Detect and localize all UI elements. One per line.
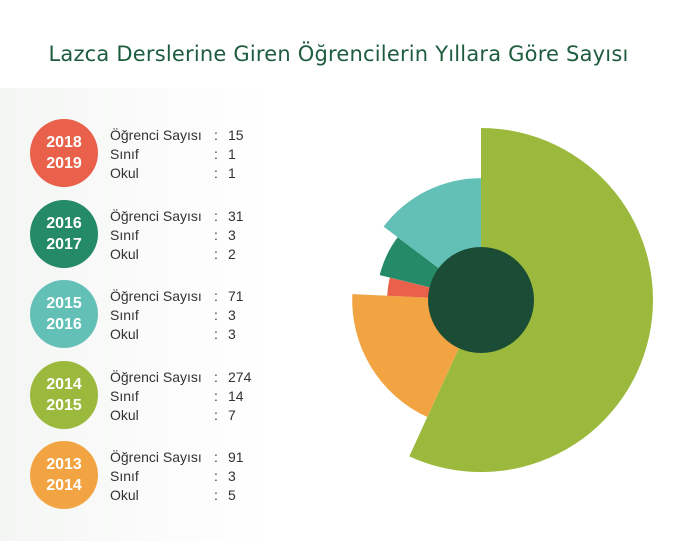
colon: : [214, 388, 218, 404]
year-start: 2016 [46, 215, 82, 232]
colon: : [214, 369, 218, 385]
schools-label: Okul [110, 487, 139, 503]
students-row: Öğrenci Sayısı:91 [110, 448, 280, 467]
colon: : [214, 146, 218, 162]
students-label: Öğrenci Sayısı [110, 127, 202, 143]
legend-item-2015-2016: 2015 2016 Öğrenci Sayısı:71 Sınıf:3 Okul… [30, 280, 290, 348]
classes-label: Sınıf [110, 146, 139, 162]
legend-item-2013-2014: 2013 2014 Öğrenci Sayısı:91 Sınıf:3 Okul… [30, 441, 290, 509]
year-end: 2016 [46, 316, 82, 333]
colon: : [214, 227, 218, 243]
classes-label: Sınıf [110, 227, 139, 243]
colon: : [214, 407, 218, 423]
students-value: 31 [228, 208, 244, 224]
students-row: Öğrenci Sayısı:71 [110, 287, 280, 306]
classes-value: 14 [228, 388, 244, 404]
students-label: Öğrenci Sayısı [110, 369, 202, 385]
classes-row: Sınıf:3 [110, 467, 280, 486]
year-badge: 2015 2016 [30, 280, 98, 348]
students-label: Öğrenci Sayısı [110, 208, 202, 224]
students-label: Öğrenci Sayısı [110, 288, 202, 304]
students-value: 91 [228, 449, 244, 465]
chart-title: Lazca Derslerine Giren Öğrencilerin Yıll… [48, 42, 629, 66]
year-end: 2014 [46, 477, 82, 494]
schools-label: Okul [110, 326, 139, 342]
students-value: 274 [228, 369, 252, 385]
students-value: 15 [228, 127, 244, 143]
year-end: 2019 [46, 155, 82, 172]
students-value: 71 [228, 288, 244, 304]
stats-block: Öğrenci Sayısı:15 Sınıf:1 Okul:1 [110, 126, 280, 183]
classes-row: Sınıf:1 [110, 145, 280, 164]
colon: : [214, 208, 218, 224]
year-end: 2017 [46, 236, 82, 253]
students-label: Öğrenci Sayısı [110, 449, 202, 465]
legend-item-2018-2019: 2018 2019 Öğrenci Sayısı:15 Sınıf:1 Okul… [30, 119, 290, 187]
year-start: 2013 [46, 456, 82, 473]
year-badge: 2014 2015 [30, 361, 98, 429]
schools-value: 2 [228, 246, 236, 262]
schools-label: Okul [110, 407, 139, 423]
colon: : [214, 165, 218, 181]
colon: : [214, 468, 218, 484]
classes-value: 1 [228, 146, 236, 162]
stats-block: Öğrenci Sayısı:31 Sınıf:3 Okul:2 [110, 207, 280, 264]
classes-row: Sınıf:14 [110, 387, 280, 406]
colon: : [214, 487, 218, 503]
students-row: Öğrenci Sayısı:31 [110, 207, 280, 226]
students-row: Öğrenci Sayısı:15 [110, 126, 280, 145]
schools-row: Okul:1 [110, 164, 280, 183]
colon: : [214, 307, 218, 323]
schools-value: 5 [228, 487, 236, 503]
schools-label: Okul [110, 246, 139, 262]
classes-value: 3 [228, 307, 236, 323]
year-end: 2015 [46, 397, 82, 414]
classes-label: Sınıf [110, 307, 139, 323]
schools-row: Okul:5 [110, 486, 280, 505]
classes-row: Sınıf:3 [110, 306, 280, 325]
schools-value: 3 [228, 326, 236, 342]
colon: : [214, 326, 218, 342]
schools-value: 7 [228, 407, 236, 423]
stats-block: Öğrenci Sayısı:274 Sınıf:14 Okul:7 [110, 368, 280, 425]
year-badge: 2016 2017 [30, 200, 98, 268]
students-row: Öğrenci Sayısı:274 [110, 368, 280, 387]
colon: : [214, 288, 218, 304]
year-badge: 2013 2014 [30, 441, 98, 509]
legend-item-2016-2017: 2016 2017 Öğrenci Sayısı:31 Sınıf:3 Okul… [30, 200, 290, 268]
schools-row: Okul:7 [110, 406, 280, 425]
year-start: 2015 [46, 295, 82, 312]
colon: : [214, 127, 218, 143]
schools-label: Okul [110, 165, 139, 181]
schools-row: Okul:2 [110, 245, 280, 264]
classes-label: Sınıf [110, 388, 139, 404]
classes-row: Sınıf:3 [110, 226, 280, 245]
stats-block: Öğrenci Sayısı:71 Sınıf:3 Okul:3 [110, 287, 280, 344]
classes-value: 3 [228, 468, 236, 484]
year-start: 2018 [46, 134, 82, 151]
year-badge: 2018 2019 [30, 119, 98, 187]
colon: : [214, 246, 218, 262]
schools-value: 1 [228, 165, 236, 181]
legend-item-2014-2015: 2014 2015 Öğrenci Sayısı:274 Sınıf:14 Ok… [30, 361, 290, 429]
colon: : [214, 449, 218, 465]
stats-block: Öğrenci Sayısı:91 Sınıf:3 Okul:5 [110, 448, 280, 505]
classes-value: 3 [228, 227, 236, 243]
schools-row: Okul:3 [110, 325, 280, 344]
classes-label: Sınıf [110, 468, 139, 484]
center-hole [428, 247, 534, 353]
year-start: 2014 [46, 376, 82, 393]
